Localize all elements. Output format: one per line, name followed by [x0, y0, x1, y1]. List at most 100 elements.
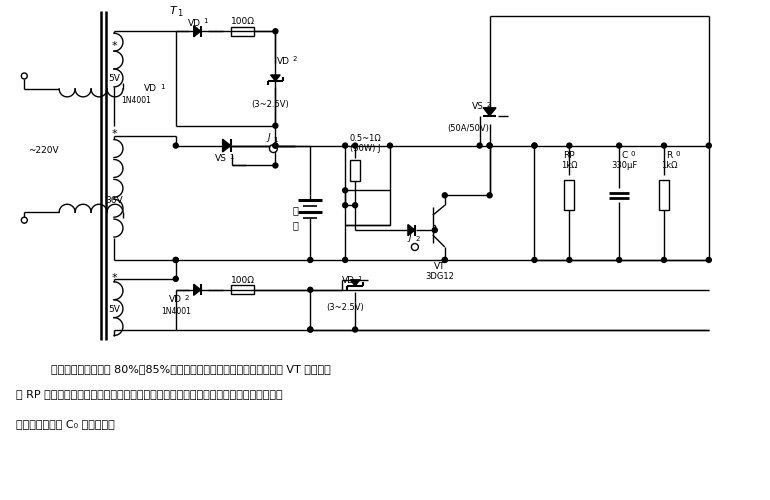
- Text: 0.5~1Ω: 0.5~1Ω: [350, 134, 381, 143]
- Text: 1: 1: [161, 84, 165, 90]
- Text: 1: 1: [273, 136, 278, 142]
- Text: C: C: [621, 151, 628, 160]
- Text: VD: VD: [277, 56, 290, 66]
- Circle shape: [173, 258, 178, 262]
- Circle shape: [567, 258, 572, 262]
- Text: 36V: 36V: [105, 196, 122, 205]
- Text: VD: VD: [188, 19, 201, 28]
- Bar: [350, 160, 360, 182]
- Text: R: R: [666, 151, 672, 160]
- Polygon shape: [194, 284, 201, 296]
- Circle shape: [343, 203, 347, 207]
- Circle shape: [442, 258, 447, 262]
- Text: VS: VS: [472, 102, 484, 112]
- Text: 1kΩ: 1kΩ: [661, 161, 678, 170]
- Circle shape: [22, 73, 27, 79]
- Circle shape: [442, 258, 447, 262]
- Text: ~220V: ~220V: [28, 146, 59, 155]
- Text: J: J: [267, 133, 270, 142]
- Text: (30W) J: (30W) J: [350, 144, 380, 153]
- Text: 2: 2: [416, 236, 420, 242]
- Circle shape: [532, 258, 537, 262]
- Circle shape: [273, 163, 278, 168]
- Text: 330μF: 330μF: [611, 161, 638, 170]
- Text: VT: VT: [434, 262, 446, 272]
- Circle shape: [273, 123, 278, 128]
- Bar: [230, 26, 254, 36]
- Text: 1: 1: [229, 154, 234, 160]
- Circle shape: [273, 143, 278, 148]
- Circle shape: [173, 258, 178, 262]
- Circle shape: [343, 188, 347, 193]
- Text: 1: 1: [203, 18, 208, 24]
- Text: 1kΩ: 1kΩ: [561, 161, 578, 170]
- Circle shape: [442, 193, 447, 198]
- Circle shape: [387, 143, 393, 148]
- Text: (3~2.5V): (3~2.5V): [326, 303, 364, 312]
- Text: 1: 1: [357, 276, 361, 282]
- Circle shape: [173, 276, 178, 281]
- Circle shape: [487, 193, 492, 198]
- Text: VD: VD: [342, 276, 355, 285]
- Text: (3~2.5V): (3~2.5V): [252, 100, 290, 110]
- Circle shape: [273, 143, 278, 148]
- Bar: [564, 180, 574, 210]
- Circle shape: [477, 143, 482, 148]
- Text: 2: 2: [487, 102, 490, 108]
- Circle shape: [661, 258, 667, 262]
- Polygon shape: [350, 280, 360, 286]
- Circle shape: [706, 258, 711, 262]
- Text: RP: RP: [564, 151, 575, 160]
- Polygon shape: [484, 108, 496, 116]
- Circle shape: [661, 143, 667, 148]
- Circle shape: [567, 143, 572, 148]
- Text: 1: 1: [177, 9, 182, 18]
- Circle shape: [343, 258, 347, 262]
- Circle shape: [308, 258, 313, 262]
- Text: *: *: [111, 273, 117, 283]
- Circle shape: [532, 143, 537, 148]
- Circle shape: [308, 327, 313, 332]
- Polygon shape: [270, 75, 280, 81]
- Circle shape: [173, 143, 178, 148]
- Circle shape: [411, 244, 418, 250]
- Circle shape: [270, 144, 277, 152]
- Circle shape: [22, 217, 27, 223]
- Circle shape: [273, 28, 278, 34]
- Circle shape: [308, 327, 313, 332]
- Bar: [659, 180, 669, 210]
- Bar: [230, 286, 254, 294]
- Text: 1N4001: 1N4001: [161, 307, 191, 316]
- Polygon shape: [194, 26, 201, 37]
- Text: 测。检测电压从 C₀ 两端取样。: 测。检测电压从 C₀ 两端取样。: [16, 419, 115, 429]
- Text: 100Ω: 100Ω: [230, 17, 255, 26]
- Bar: [345, 190, 390, 225]
- Text: 阻 RP 组成电压检测电路进行自动限流。为避免因大电流充电时电池端电压瞬间升高而误: 阻 RP 组成电压检测电路进行自动限流。为避免因大电流充电时电池端电压瞬间升高而…: [16, 389, 283, 399]
- Circle shape: [617, 258, 621, 262]
- Text: 0: 0: [676, 150, 680, 156]
- Text: 为使电池充电量达到 80%～85%时减少充电电流、保护电池、用晶体管 VT 和可调电: 为使电池充电量达到 80%～85%时减少充电电流、保护电池、用晶体管 VT 和可…: [52, 364, 331, 374]
- Circle shape: [432, 228, 437, 232]
- Text: VD: VD: [169, 295, 182, 304]
- Text: *: *: [111, 41, 117, 51]
- Text: 电: 电: [293, 205, 298, 215]
- Circle shape: [487, 143, 492, 148]
- Circle shape: [308, 288, 313, 292]
- Text: VD: VD: [144, 84, 157, 94]
- Text: VS: VS: [215, 154, 226, 163]
- Circle shape: [343, 143, 347, 148]
- Text: T: T: [169, 6, 176, 16]
- Polygon shape: [408, 224, 415, 235]
- Text: 池: 池: [293, 220, 298, 230]
- Circle shape: [353, 203, 357, 207]
- Circle shape: [487, 143, 492, 148]
- Text: 100Ω: 100Ω: [230, 276, 255, 285]
- Text: 3DG12: 3DG12: [425, 272, 454, 281]
- Circle shape: [617, 143, 621, 148]
- Circle shape: [353, 327, 357, 332]
- Text: *: *: [111, 128, 117, 138]
- Text: 5V: 5V: [108, 74, 120, 84]
- Text: 2: 2: [292, 56, 296, 62]
- Text: 5V: 5V: [108, 305, 120, 314]
- Text: J: J: [409, 232, 411, 241]
